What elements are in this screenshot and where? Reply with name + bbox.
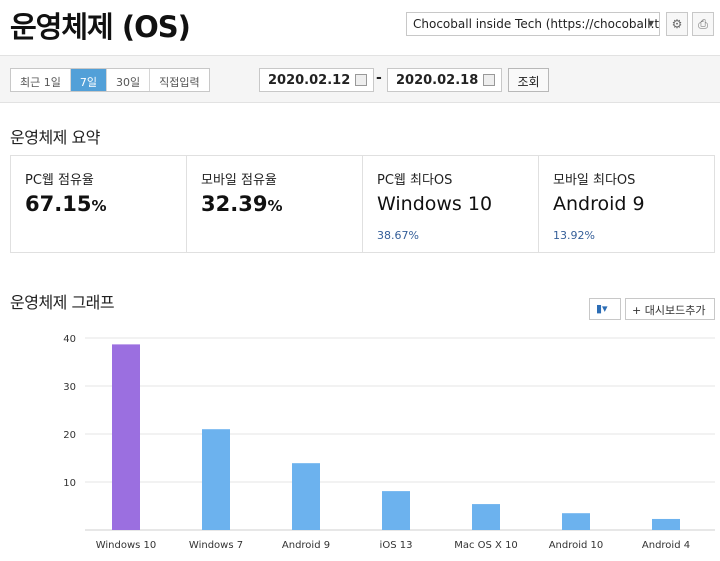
x-tick-label: Android 9 bbox=[282, 540, 330, 551]
card-label: 모바일 최다OS bbox=[553, 173, 636, 188]
graph-title: 운영체제 그래프 bbox=[10, 293, 115, 312]
bar-windows-7[interactable] bbox=[202, 429, 230, 530]
card-label: PC웹 점유율 bbox=[25, 173, 94, 188]
mobile-share-card: 모바일 점유율 32.39% bbox=[187, 156, 363, 252]
x-tick-label: Android 4 bbox=[642, 540, 690, 551]
card-pct: 13.92% bbox=[553, 229, 595, 242]
card-label: PC웹 최다OS bbox=[377, 173, 453, 188]
calendar-icon[interactable] bbox=[355, 74, 367, 86]
start-date-field[interactable]: 2020.02.12 bbox=[259, 68, 374, 92]
x-tick-label: Mac OS X 10 bbox=[454, 540, 518, 551]
x-tick-label: Android 10 bbox=[549, 540, 604, 551]
range-30days[interactable]: 30일 bbox=[107, 69, 151, 91]
y-tick-label: 10 bbox=[63, 478, 76, 489]
toolbar: 최근 1일 7일 30일 직접입력 2020.02.12 - 2020.02.1… bbox=[0, 55, 720, 103]
y-tick-label: 30 bbox=[63, 382, 76, 393]
print-icon[interactable]: ⎙ bbox=[692, 12, 714, 36]
summary-cards: PC웹 점유율 67.15% 모바일 점유율 32.39% PC웹 최다OS W… bbox=[10, 155, 715, 253]
range-custom[interactable]: 직접입력 bbox=[159, 76, 200, 89]
summary-title: 운영체제 요약 bbox=[10, 128, 100, 147]
pc-top-os-card: PC웹 최다OS Windows 10 38.67% bbox=[363, 156, 539, 252]
calendar-icon[interactable] bbox=[483, 74, 495, 86]
bar-chart-icon[interactable]: ▮▾ bbox=[589, 298, 621, 320]
bar-android-9[interactable] bbox=[292, 463, 320, 530]
x-tick-label: Windows 10 bbox=[96, 540, 157, 551]
bar-android-10[interactable] bbox=[562, 513, 590, 530]
card-value: 67.15% bbox=[25, 192, 107, 216]
range-1day[interactable]: 최근 1일 bbox=[11, 69, 71, 91]
os-bar-chart: 10 20 30 40 Windows 10 Windows 7 Android 9 iOS … bbox=[63, 334, 715, 551]
card-label: 모바일 점유율 bbox=[201, 173, 277, 188]
x-tick-label: Windows 7 bbox=[189, 540, 243, 551]
add-dashboard-button[interactable]: + 대시보드추가 bbox=[625, 298, 715, 320]
card-os: Android 9 bbox=[553, 193, 645, 215]
chevron-down-icon: ▼ bbox=[647, 19, 654, 28]
start-date-value: 2020.02.12 bbox=[268, 73, 351, 88]
end-date-value: 2020.02.18 bbox=[396, 73, 479, 88]
y-tick-label: 20 bbox=[63, 430, 76, 441]
end-date-field[interactable]: 2020.02.18 bbox=[387, 68, 502, 92]
site-select-value: Chocoball inside Tech (https://chocoball… bbox=[413, 17, 660, 31]
date-separator: - bbox=[376, 70, 382, 86]
card-value: 32.39% bbox=[201, 192, 283, 216]
lookup-button[interactable]: 조회 bbox=[508, 68, 549, 92]
page-title: 운영체제 (OS) bbox=[10, 10, 191, 44]
bar-windows-10[interactable] bbox=[112, 344, 140, 530]
bar-android-4[interactable] bbox=[652, 518, 680, 530]
pc-share-card: PC웹 점유율 67.15% bbox=[11, 156, 187, 252]
card-pct: 38.67% bbox=[377, 229, 419, 242]
card-os: Windows 10 bbox=[377, 193, 493, 215]
gear-icon[interactable]: ⚙ bbox=[666, 12, 688, 36]
range-7days[interactable]: 7일 bbox=[70, 69, 107, 91]
range-selector: 최근 1일 7일 30일 직접입력 bbox=[10, 68, 210, 92]
mobile-top-os-card: 모바일 최다OS Android 9 13.92% bbox=[539, 156, 714, 252]
x-tick-label: iOS 13 bbox=[380, 540, 413, 551]
bar-mac-os-x-10[interactable] bbox=[472, 504, 500, 530]
bar-ios-13[interactable] bbox=[382, 491, 410, 530]
site-select[interactable]: Chocoball inside Tech (https://chocoball… bbox=[406, 12, 660, 36]
y-tick-label: 40 bbox=[63, 334, 76, 345]
